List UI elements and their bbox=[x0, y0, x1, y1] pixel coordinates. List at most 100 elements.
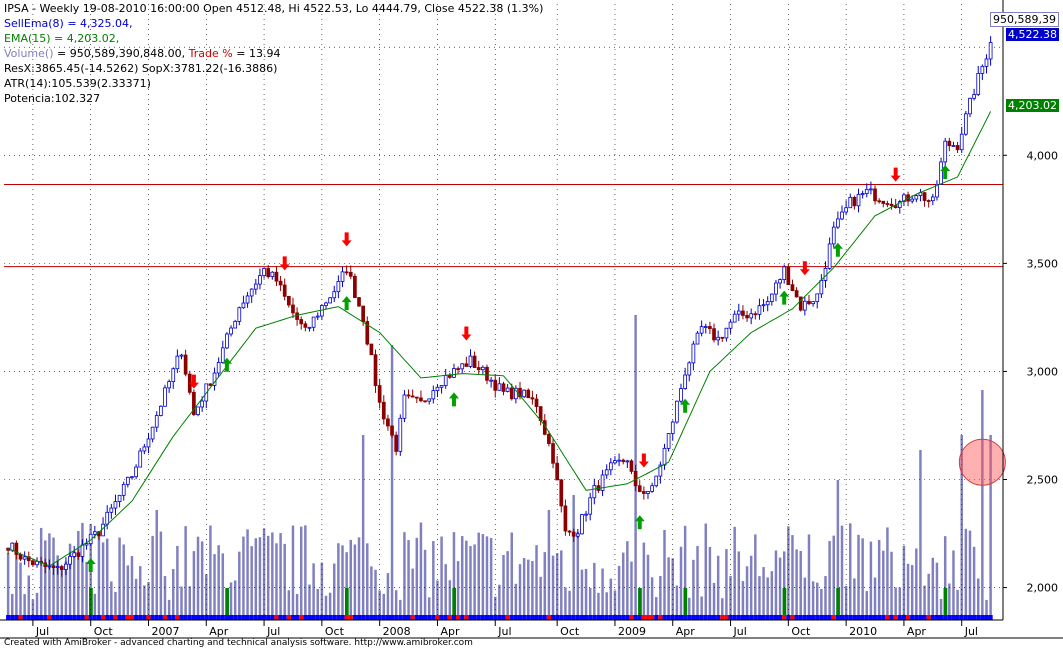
volume-bar bbox=[630, 561, 633, 615]
volume-bar bbox=[502, 554, 505, 615]
volume-status-cell bbox=[14, 615, 19, 620]
candle-body bbox=[295, 312, 299, 320]
sell-arrow-icon bbox=[799, 261, 810, 276]
candle-body bbox=[571, 531, 576, 537]
volume-status-cell bbox=[592, 615, 597, 620]
candle-body bbox=[968, 97, 972, 115]
volume-status-cell bbox=[625, 615, 630, 620]
volume-status-cell bbox=[84, 615, 89, 620]
candle-body bbox=[518, 387, 522, 398]
volume-status-cell bbox=[815, 615, 820, 620]
candle-body bbox=[464, 363, 469, 367]
volume-bar bbox=[155, 510, 158, 615]
volume-bar bbox=[419, 522, 423, 615]
volume-status-cell bbox=[959, 615, 964, 620]
volume-status-cell bbox=[839, 615, 845, 620]
candle-body bbox=[608, 462, 613, 471]
volume-bar bbox=[803, 577, 807, 615]
candle-body bbox=[414, 396, 419, 399]
volume-bar bbox=[151, 535, 154, 615]
volume-status-cell bbox=[447, 615, 452, 620]
volume-status-cell bbox=[650, 615, 655, 620]
volume-status-cell bbox=[34, 615, 40, 620]
volume-status-cell bbox=[431, 615, 436, 620]
volume-bar bbox=[440, 536, 443, 615]
volume-status-cell bbox=[344, 615, 349, 620]
volume-value: = 950,589,390,848.00, bbox=[53, 47, 189, 60]
candle-body bbox=[897, 201, 902, 208]
candle-body bbox=[926, 200, 931, 202]
candle-body bbox=[658, 464, 663, 477]
volume-bar bbox=[514, 583, 518, 615]
volume-bar bbox=[465, 540, 468, 615]
candle-body bbox=[390, 425, 394, 436]
volume-bar bbox=[836, 480, 840, 615]
volume-status-cell bbox=[951, 615, 956, 620]
volume-bar bbox=[964, 528, 968, 615]
volume-bar bbox=[700, 596, 703, 615]
buy-volume-bar bbox=[225, 588, 229, 615]
volume-bar bbox=[386, 573, 390, 615]
volume-status-cell bbox=[604, 615, 609, 620]
volume-status-cell bbox=[26, 615, 31, 620]
volume-bar bbox=[968, 530, 972, 615]
candle-body bbox=[708, 326, 712, 330]
candle-body bbox=[167, 381, 171, 389]
volume-bar bbox=[564, 587, 567, 615]
volume-status-cell bbox=[274, 615, 279, 620]
candle-body bbox=[703, 326, 708, 328]
volume-status-cell bbox=[546, 615, 551, 620]
sell-arrow-icon bbox=[638, 453, 649, 468]
ema-line bbox=[7, 111, 992, 567]
volume-bar bbox=[341, 545, 344, 615]
volume-status-cell bbox=[253, 615, 258, 620]
candle-body bbox=[848, 196, 853, 209]
volume-status-cell bbox=[476, 615, 481, 620]
candle-body bbox=[377, 385, 382, 403]
volume-status-cell bbox=[596, 615, 601, 620]
signal-arrows bbox=[85, 165, 1006, 573]
volume-label: Volume() bbox=[4, 47, 54, 60]
volume-status-cell bbox=[798, 615, 803, 620]
candle-body bbox=[522, 389, 526, 398]
volume-bar bbox=[679, 546, 683, 615]
volume-status-cell bbox=[228, 615, 234, 620]
candle-body bbox=[253, 283, 258, 290]
candle-body bbox=[732, 313, 737, 323]
candle-body bbox=[852, 196, 857, 207]
candle-body bbox=[604, 469, 609, 476]
volume-status-cell bbox=[934, 615, 940, 620]
volume-status-cell bbox=[939, 615, 944, 620]
candle-body bbox=[286, 295, 291, 306]
volume-bar bbox=[469, 546, 472, 615]
volume-status-cell bbox=[307, 615, 312, 620]
candle-body bbox=[501, 383, 506, 392]
candle-body bbox=[807, 300, 811, 305]
volume-bar bbox=[209, 525, 212, 615]
candle-body bbox=[249, 288, 254, 297]
volume-bar bbox=[85, 562, 88, 615]
y-tick-label: 3,500 bbox=[1027, 257, 1059, 270]
volume-status-cell bbox=[204, 615, 209, 620]
volume-status-cell bbox=[720, 615, 725, 620]
volume-bar bbox=[299, 526, 303, 615]
volume-bar bbox=[126, 565, 130, 615]
candle-body bbox=[683, 374, 687, 389]
candle-body bbox=[229, 327, 233, 335]
y-tick-label: 4,000 bbox=[1027, 149, 1059, 162]
x-tick-label: Apr bbox=[907, 625, 927, 638]
candle-body bbox=[64, 563, 68, 570]
volume-status-cell bbox=[80, 615, 85, 620]
candle-body bbox=[233, 320, 238, 329]
volume-bar bbox=[923, 585, 926, 615]
volume-bar bbox=[167, 599, 171, 615]
volume-bar bbox=[308, 584, 311, 615]
candle-body bbox=[893, 205, 898, 208]
sell-arrow-icon bbox=[890, 167, 901, 182]
volume-bar bbox=[361, 435, 365, 615]
volume-bar bbox=[250, 546, 253, 615]
volume-status-cell bbox=[633, 615, 638, 620]
candle-body bbox=[724, 327, 729, 339]
volume-bar bbox=[370, 566, 373, 615]
